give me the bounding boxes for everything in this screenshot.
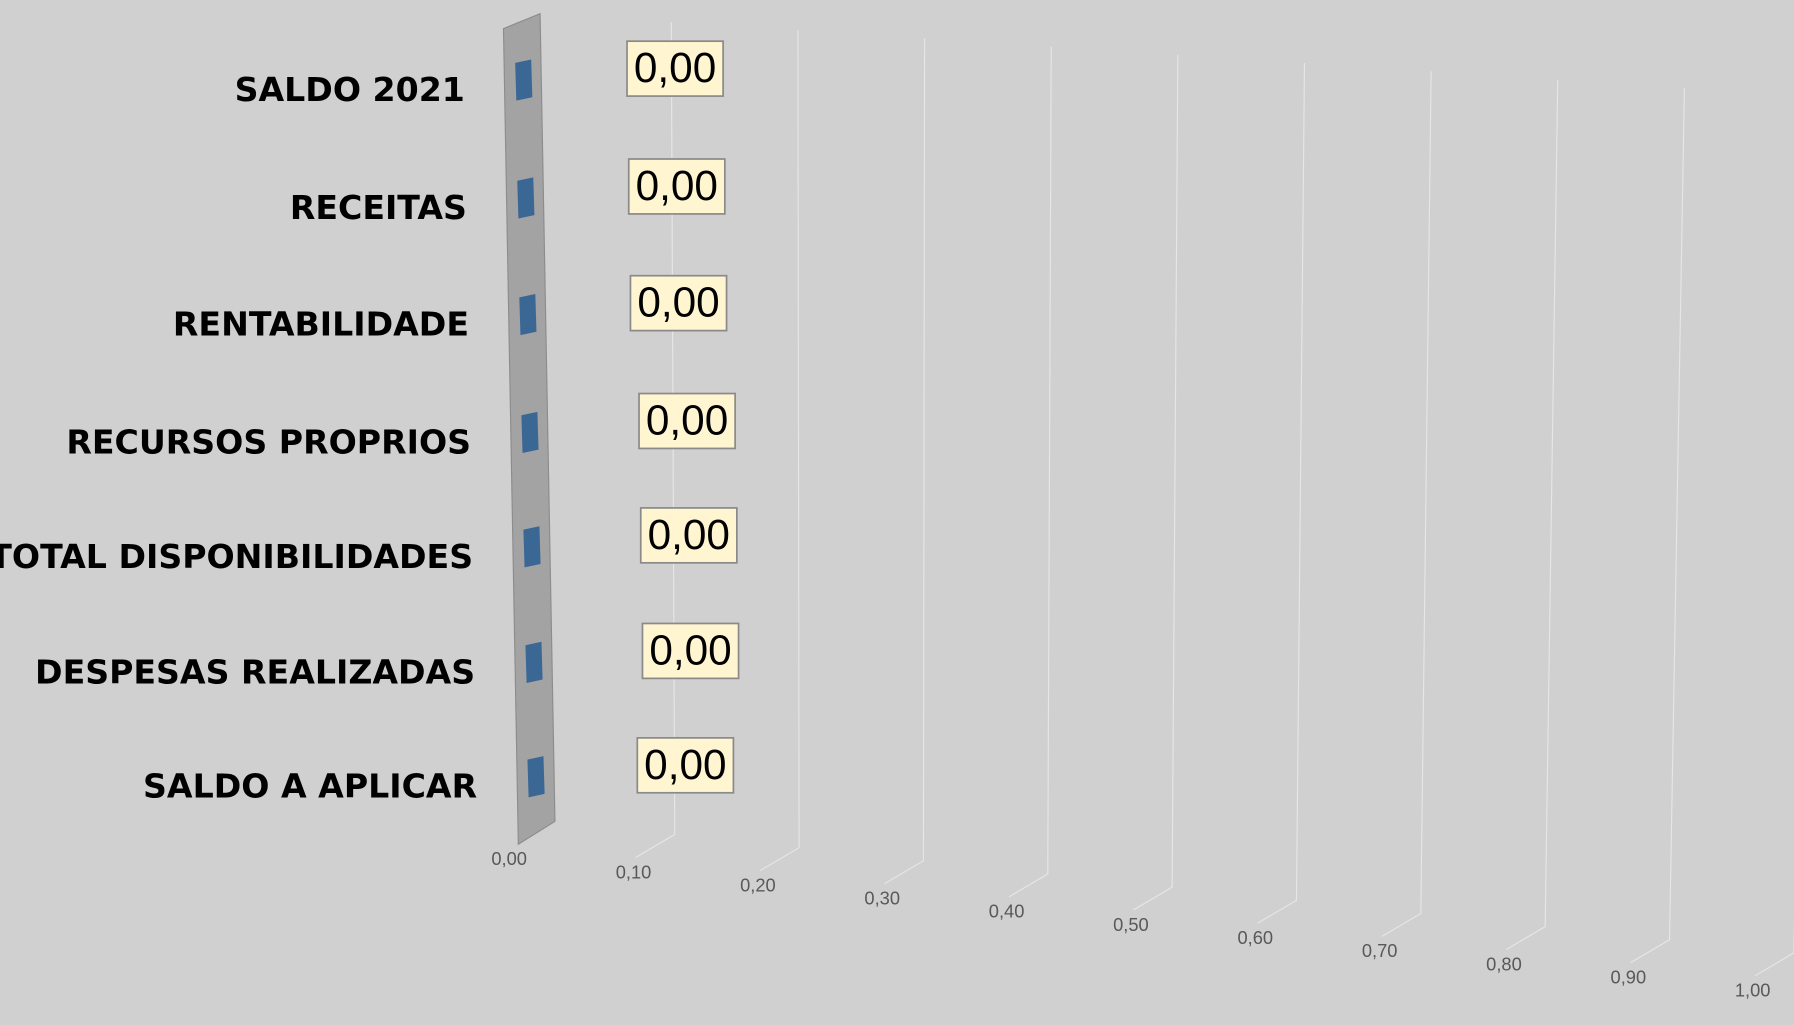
- category-label: RECEITAS: [290, 188, 467, 227]
- category-label: TOTAL DISPONIBILIDADES: [0, 537, 473, 576]
- bar: [527, 756, 545, 798]
- category-label: RENTABILIDADE: [173, 305, 469, 344]
- category-label: DESPESAS REALIZADAS: [35, 652, 475, 691]
- value-label: 0,00: [646, 396, 728, 443]
- value-label-box: [641, 622, 740, 680]
- value-label: 0,00: [648, 511, 730, 558]
- grid-line: [1257, 63, 1306, 924]
- x-tick-label: 0,20: [740, 874, 776, 895]
- x-tick-label: 0,00: [491, 848, 527, 869]
- x-tick-label: 0,50: [1113, 914, 1149, 935]
- x-tick-label: 0,60: [1237, 927, 1273, 948]
- x-tick-label: 0,10: [616, 861, 652, 882]
- grid-line: [1132, 54, 1179, 911]
- value-label-box: [636, 737, 735, 794]
- category-label: SALDO 2021: [235, 70, 465, 109]
- bar: [517, 177, 535, 219]
- bar: [519, 294, 537, 336]
- value-label-box: [638, 392, 736, 450]
- value-label-box: [626, 40, 724, 97]
- x-tick-label: 1,00: [1735, 980, 1771, 1001]
- value-label-box: [627, 158, 726, 215]
- grid-line: [884, 38, 926, 885]
- grid-line: [759, 30, 800, 872]
- x-tick-label: 0,40: [989, 901, 1025, 922]
- category-label: SALDO A APLICAR: [143, 767, 477, 806]
- value-label-box: [639, 507, 738, 564]
- category-label: RECURSOS PROPRIOS: [66, 422, 471, 461]
- value-label: 0,00: [649, 626, 731, 673]
- value-label: 0,00: [637, 279, 719, 326]
- bar: [515, 59, 533, 101]
- x-tick-label: 0,90: [1611, 966, 1647, 987]
- grid-line: [1754, 918, 1794, 977]
- value-label: 0,00: [634, 44, 716, 91]
- grid-line: [1630, 87, 1685, 964]
- x-tick-label: 0,80: [1486, 953, 1522, 974]
- grid-line: [1505, 79, 1559, 950]
- grid-line: [1381, 71, 1432, 937]
- grid-line: [1008, 46, 1052, 898]
- x-tick-label: 0,30: [864, 888, 900, 909]
- value-label-box: [629, 274, 728, 332]
- bar: [523, 526, 541, 568]
- bar: [525, 641, 543, 683]
- value-label: 0,00: [636, 162, 718, 209]
- value-label: 0,00: [644, 741, 726, 788]
- x-tick-label: 0,70: [1362, 940, 1398, 961]
- bar: [521, 411, 539, 454]
